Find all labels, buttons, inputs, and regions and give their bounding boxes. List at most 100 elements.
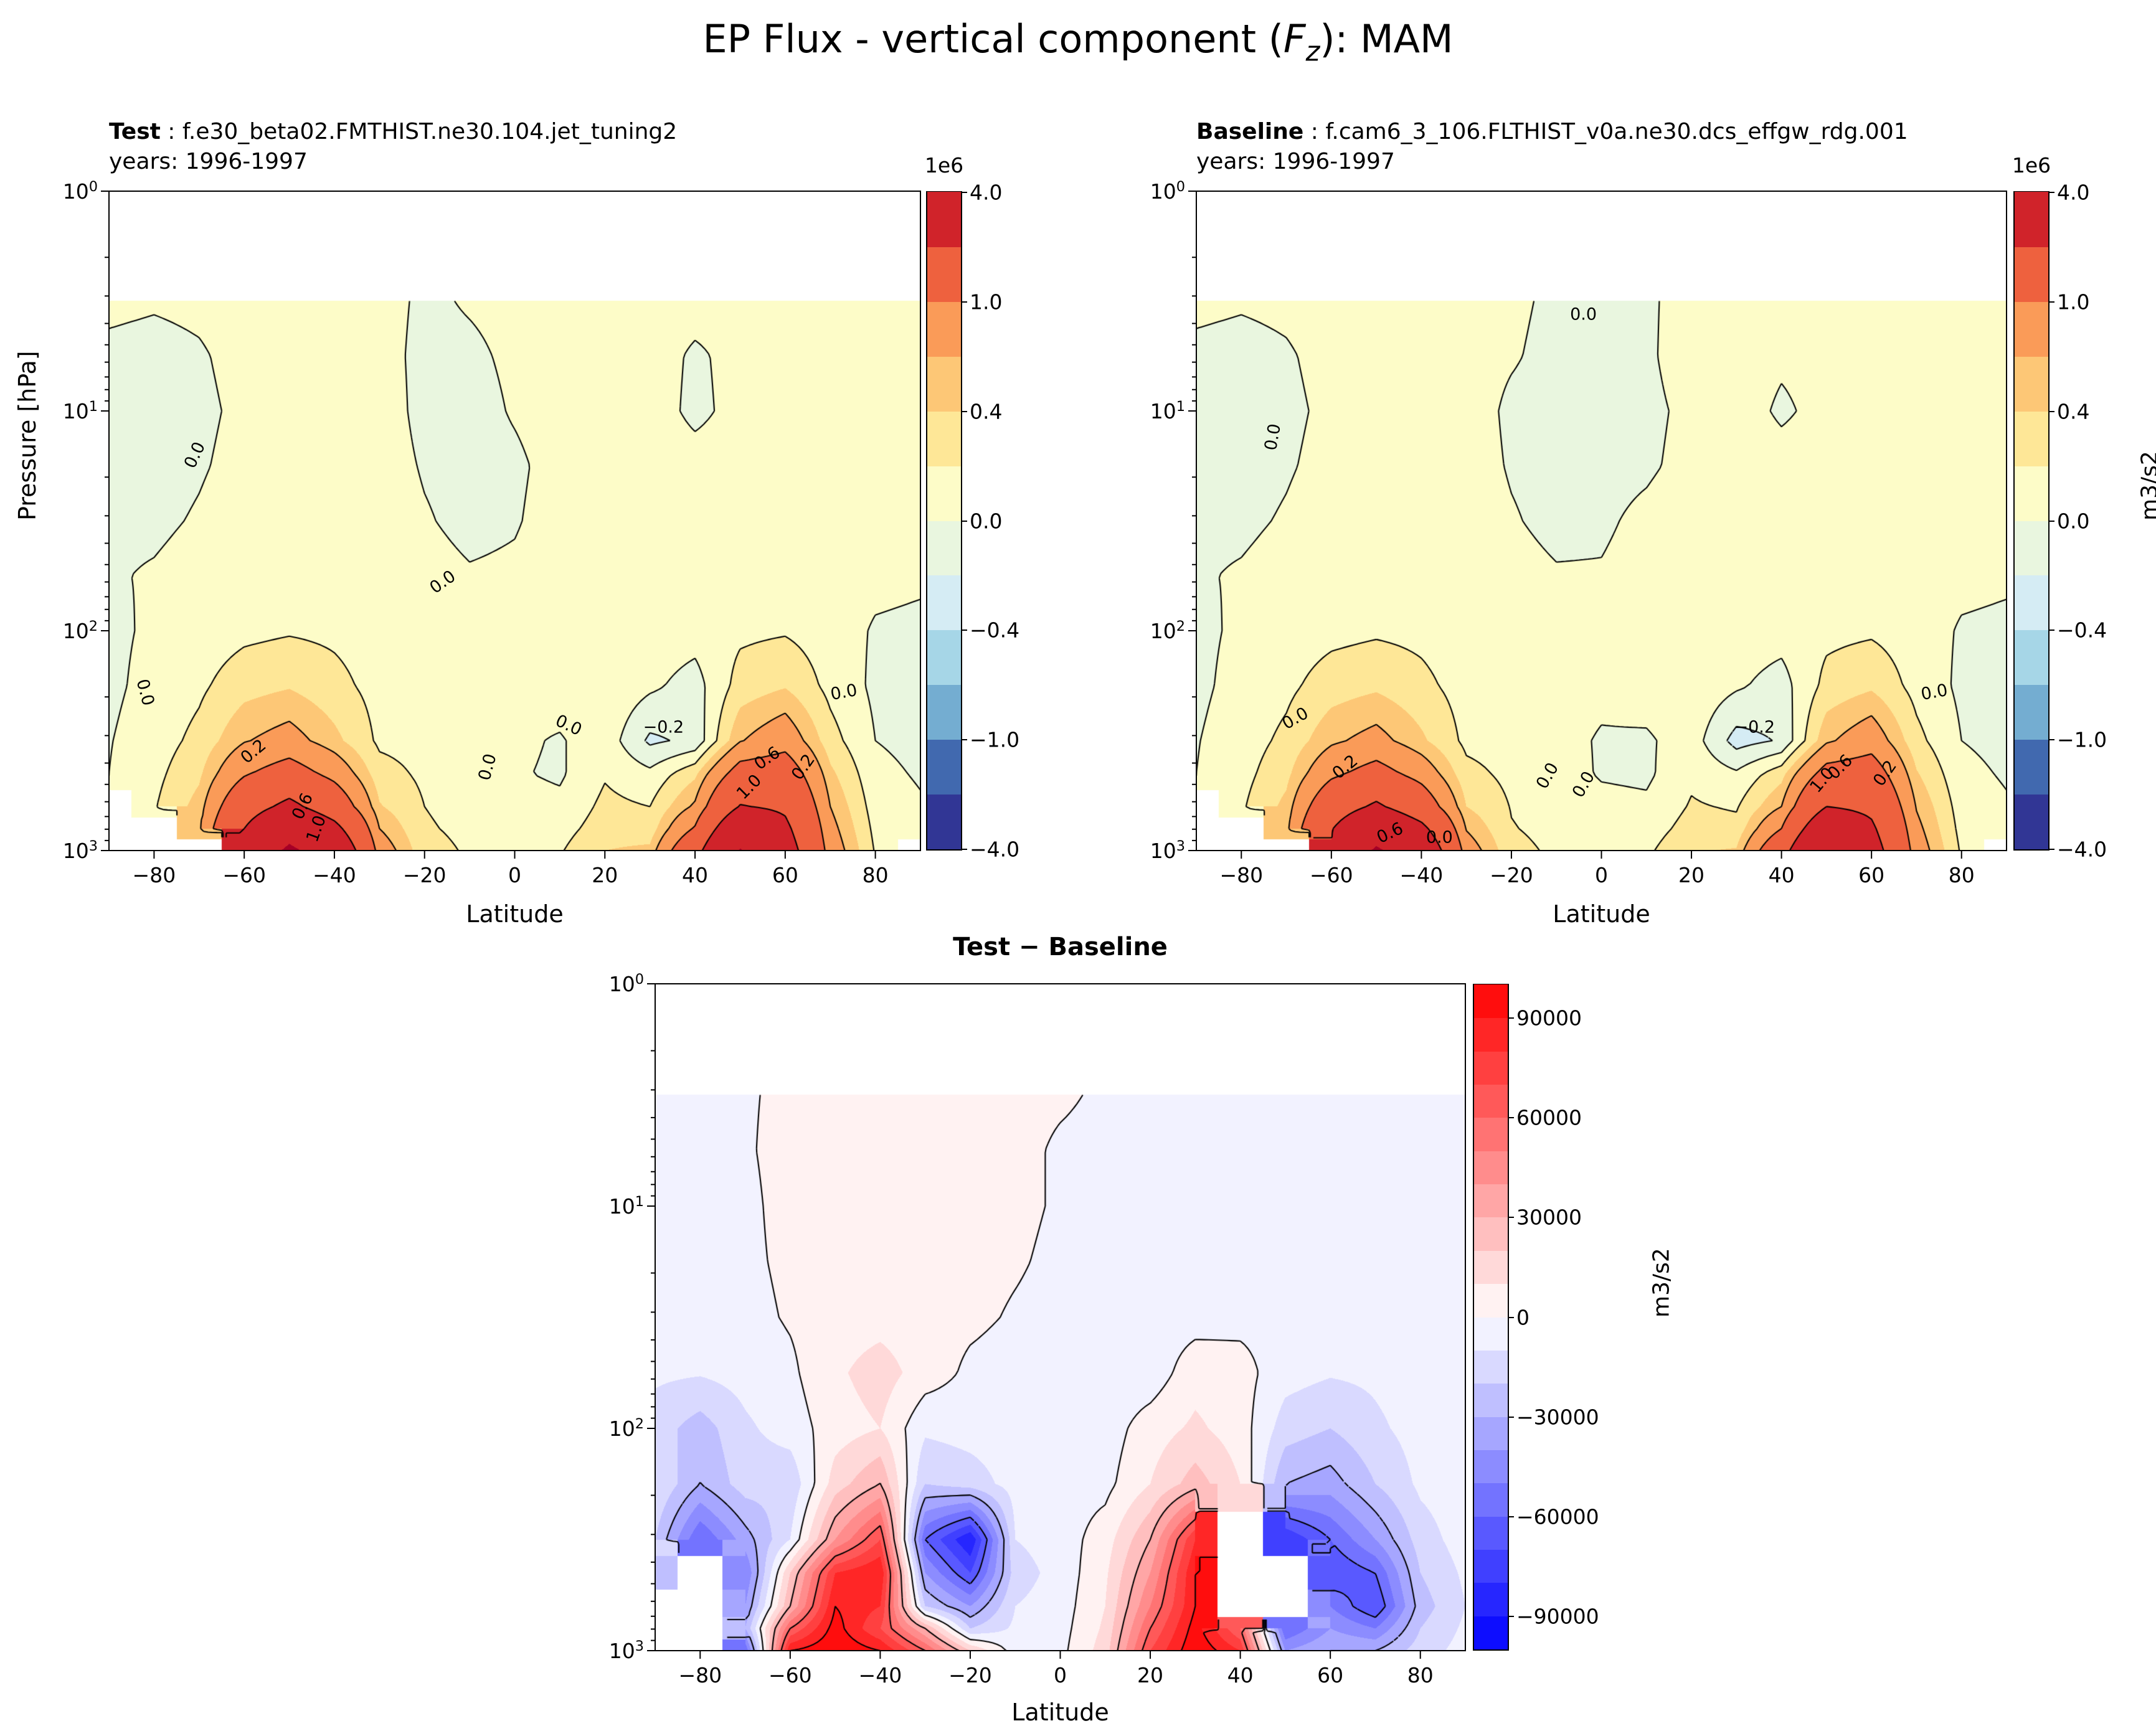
test-colorbar-segment bbox=[927, 575, 961, 631]
diff-colorbar-segment bbox=[1474, 1150, 1508, 1185]
baseline-colorbar-tick-label: −4.0 bbox=[2057, 837, 2107, 862]
diff-colorbar-segment bbox=[1474, 1217, 1508, 1251]
diff-colorbar-tick bbox=[1508, 1516, 1514, 1517]
test-y-tick-label: 100 bbox=[62, 179, 98, 204]
figure-title-suffix: ): MAM bbox=[1320, 16, 1454, 62]
baseline-colorbar-tick-label: −0.4 bbox=[2057, 618, 2107, 643]
baseline-y-tick-label: 101 bbox=[1150, 398, 1185, 423]
diff-colorbar-tick bbox=[1508, 1117, 1514, 1119]
baseline-colorbar-tick-label: 0.4 bbox=[2057, 399, 2090, 424]
test-colorbar: 4.0 1.0 0.4 0.0 −0.4 −1.0 −4.0 bbox=[926, 181, 1019, 862]
diff-colorbar-segment bbox=[1474, 1516, 1508, 1550]
diff-y-tick-label: 100 bbox=[608, 971, 644, 996]
baseline-contour-label: 0.0 bbox=[1426, 828, 1453, 847]
test-panel-plot: −80 −60 −40 −20 0 20 40 60 80 100 101 102 103 0.0 0.0 0… bbox=[63, 179, 921, 887]
baseline-colorbar-tick-label: 0.0 bbox=[2057, 509, 2090, 533]
baseline-x-tick-label: 40 bbox=[1768, 863, 1795, 887]
test-x-tick-label: 0 bbox=[508, 863, 521, 887]
baseline-colorbar-segment bbox=[2015, 465, 2048, 521]
test-colorbar-segment bbox=[927, 520, 961, 576]
test-colorbar-segment bbox=[927, 246, 961, 302]
baseline-colorbar-tick bbox=[2048, 192, 2054, 193]
diff-colorbar-segment bbox=[1474, 1184, 1508, 1218]
test-colorbar-tick bbox=[961, 301, 967, 303]
diff-panel-plot: −80 −60 −40 −20 0 20 40 60 80 100 101 102 103 bbox=[609, 971, 1466, 1687]
baseline-colorbar-segment bbox=[2015, 520, 2048, 576]
test-colorbar-segment bbox=[927, 465, 961, 521]
diff-colorbar-segment bbox=[1474, 1283, 1508, 1318]
baseline-xaxis-label: Latitude bbox=[1553, 900, 1650, 928]
diff-xaxis-label: Latitude bbox=[1011, 1699, 1109, 1726]
baseline-colorbar-tick bbox=[2048, 301, 2054, 303]
figure-title-variable: F bbox=[1283, 16, 1306, 62]
baseline-colorbar-tick-label: −1.0 bbox=[2057, 727, 2107, 752]
diff-x-tick-label: 60 bbox=[1317, 1663, 1344, 1687]
diff-colorbar-segment bbox=[1474, 984, 1508, 1019]
test-xaxis-label: Latitude bbox=[466, 900, 564, 928]
test-colorbar-tick-label: −1.0 bbox=[970, 727, 1020, 752]
diff-colorbar-tick-label: 60000 bbox=[1516, 1105, 1582, 1130]
baseline-contour-label: −0.2 bbox=[1734, 717, 1775, 737]
diff-colorbar-tick bbox=[1508, 1217, 1514, 1219]
baseline-run-name: : f.cam6_3_106.FLTHIST_v0a.ne30.dcs_effg… bbox=[1303, 119, 1908, 144]
test-colorbar-tick-label: 4.0 bbox=[970, 180, 1003, 205]
test-colorbar-tick-label: −4.0 bbox=[970, 837, 1020, 862]
test-colorbar-tick bbox=[961, 410, 967, 412]
baseline-colorbar-segment bbox=[2015, 356, 2048, 412]
test-run-name: : f.e30_beta02.FMTHIST.ne30.104.jet_tuni… bbox=[160, 119, 678, 144]
test-y-tick-label: 103 bbox=[62, 838, 98, 863]
diff-x-tick-label: 0 bbox=[1054, 1663, 1067, 1687]
baseline-colorbar-tick bbox=[2048, 849, 2054, 850]
baseline-colorbar-segment bbox=[2015, 684, 2048, 740]
baseline-panel-header: Baseline : f.cam6_3_106.FLTHIST_v0a.ne30… bbox=[1196, 117, 1908, 177]
diff-colorbar-tick bbox=[1508, 1416, 1514, 1418]
test-x-tick-label: −40 bbox=[313, 863, 356, 887]
diff-x-tick-label: −40 bbox=[858, 1663, 902, 1687]
diff-colorbar-tick-label: 90000 bbox=[1516, 1006, 1582, 1030]
test-x-tick-label: −20 bbox=[402, 863, 447, 887]
baseline-colorbar-scale: 1e6 bbox=[2012, 153, 2051, 177]
diff-colorbar-segment bbox=[1474, 1349, 1508, 1384]
diff-y-tick-label: 101 bbox=[608, 1194, 644, 1219]
baseline-colorbar-segment bbox=[2015, 246, 2048, 302]
test-colorbar-segment bbox=[927, 356, 961, 412]
test-colorbar-tick-label: 0.4 bbox=[970, 399, 1003, 424]
test-colorbar-segment bbox=[927, 192, 961, 247]
baseline-x-tick-label: −40 bbox=[1399, 863, 1444, 887]
diff-colorbar-segment bbox=[1474, 1483, 1508, 1517]
baseline-colorbar-segment bbox=[2015, 410, 2048, 466]
test-x-tick-label: −60 bbox=[222, 863, 266, 887]
test-colorbar-tick-label: −0.4 bbox=[970, 618, 1020, 643]
diff-colorbar-segment bbox=[1474, 1017, 1508, 1052]
diff-colorbar-tick-label: 0 bbox=[1516, 1305, 1530, 1329]
baseline-x-tick-label: −60 bbox=[1310, 863, 1353, 887]
baseline-colorbar-segment bbox=[2015, 192, 2048, 247]
baseline-colorbar-tick bbox=[2048, 410, 2054, 412]
diff-colorbar-segment bbox=[1474, 1615, 1508, 1649]
diff-colorbar-tick-label: 30000 bbox=[1516, 1205, 1582, 1230]
baseline-colorbar-tick bbox=[2048, 520, 2054, 522]
diff-colorbar-tick bbox=[1508, 1316, 1514, 1318]
diff-colorbar-segment bbox=[1474, 1084, 1508, 1118]
test-y-tick-label: 101 bbox=[62, 398, 98, 423]
diff-x-tick-label: −80 bbox=[678, 1663, 722, 1687]
diff-x-tick-label: −60 bbox=[768, 1663, 812, 1687]
test-colorbar-segment bbox=[927, 739, 961, 795]
diff-colorbar-segment bbox=[1474, 1316, 1508, 1351]
diff-y-tick-label: 103 bbox=[608, 1638, 644, 1663]
baseline-colorbar-tick-label: 4.0 bbox=[2057, 180, 2090, 205]
diff-colorbar-tick-label: −90000 bbox=[1516, 1604, 1599, 1629]
test-x-tick-label: 80 bbox=[862, 863, 889, 887]
baseline-y-tick-label: 103 bbox=[1150, 838, 1185, 863]
baseline-y-tick-label: 100 bbox=[1150, 179, 1185, 204]
baseline-colorbar-tick bbox=[2048, 630, 2054, 631]
test-panel-header: Test : f.e30_beta02.FMTHIST.ne30.104.jet… bbox=[109, 117, 677, 177]
diff-y-tick-label: 102 bbox=[608, 1416, 644, 1441]
diff-x-tick-label: 20 bbox=[1137, 1663, 1164, 1687]
test-x-tick-label: 40 bbox=[682, 863, 709, 887]
diff-colorbar-tick bbox=[1508, 1017, 1514, 1019]
diff-heatmap-canvas bbox=[655, 984, 1465, 1651]
baseline-x-tick-label: 20 bbox=[1678, 863, 1705, 887]
baseline-x-tick-label: −20 bbox=[1490, 863, 1533, 887]
baseline-x-tick-label: 0 bbox=[1595, 863, 1608, 887]
